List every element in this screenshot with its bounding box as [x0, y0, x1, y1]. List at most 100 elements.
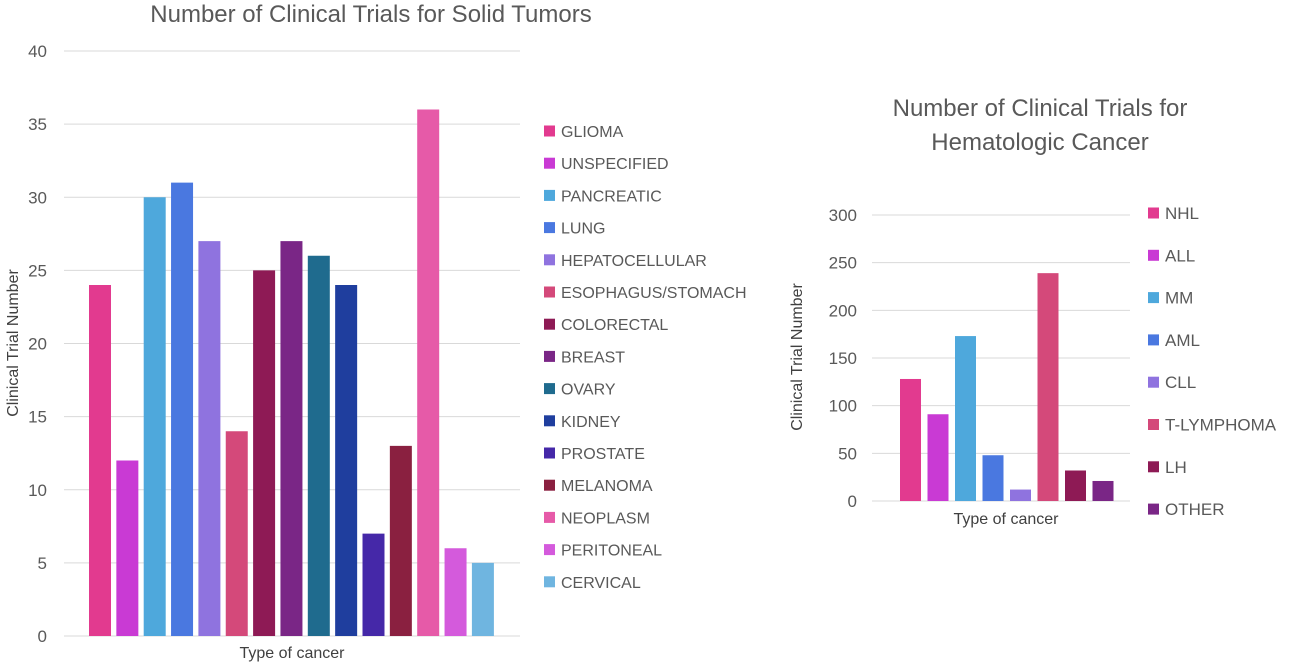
y-tick-label: 300: [829, 206, 857, 225]
bar-t-lymphoma: [1037, 273, 1059, 501]
bar-cervical: [471, 562, 494, 636]
solid-tumors-title: Number of Clinical Trials for Solid Tumo…: [150, 1, 591, 28]
legend-swatch-cll: [1148, 376, 1159, 388]
solid-tumors-x-axis-label: Type of cancer: [240, 645, 346, 662]
legend-swatch-colorectal: [544, 318, 555, 330]
hematologic-legend: NHL ALL MM AML CLL T-LYMPHOMA LH OTHER: [1148, 204, 1277, 519]
legend-swatch-lh: [1148, 461, 1159, 473]
legend-label-pancreatic: PANCREATIC: [561, 188, 662, 205]
bar-nhl: [900, 378, 921, 501]
y-tick-label: 100: [829, 397, 857, 416]
legend-label-peritoneal: PERITONEAL: [561, 543, 662, 560]
y-tick-label: 35: [28, 115, 47, 134]
bar-cll: [1010, 489, 1031, 501]
y-tick-label: 5: [38, 554, 47, 573]
bar-mm: [955, 336, 976, 501]
legend-label-colorectal: COLORECTAL: [561, 317, 668, 334]
bar-colorectal: [253, 270, 276, 636]
bar-aml: [982, 455, 1004, 501]
bar-glioma: [89, 285, 111, 636]
hematologic-y-ticks: 0 50 100 150 200 250 300: [829, 206, 857, 511]
legend-swatch-nhl: [1148, 207, 1159, 219]
legend-label-aml: AML: [1165, 331, 1200, 350]
legend-swatch-prostate: [544, 447, 555, 459]
y-tick-label: 250: [829, 254, 857, 273]
legend-swatch-hepatocellular: [544, 254, 555, 266]
y-tick-label: 20: [28, 335, 47, 354]
bar-esophagus-stomach: [225, 431, 248, 636]
legend-label-t-lymphoma: T-LYMPHOMA: [1165, 416, 1277, 435]
legend-label-cervical: CERVICAL: [561, 575, 641, 592]
y-tick-label: 50: [838, 444, 857, 463]
legend-swatch-mm: [1148, 292, 1159, 304]
legend-swatch-all: [1148, 249, 1159, 261]
legend-label-lh: LH: [1165, 458, 1187, 477]
y-tick-label: 0: [38, 627, 47, 646]
legend-label-cll: CLL: [1165, 373, 1196, 392]
solid-tumors-bars: [89, 109, 494, 636]
y-tick-label: 150: [829, 349, 857, 368]
legend-swatch-lung: [544, 222, 555, 234]
bar-all: [927, 414, 949, 501]
bar-lh: [1065, 470, 1086, 501]
solid-tumors-y-ticks: 0 5 10 15 20 25 30 35 40: [28, 42, 47, 646]
y-tick-label: 30: [28, 188, 47, 207]
bar-lung: [171, 182, 194, 636]
solid-tumors-legend: GLIOMA UNSPECIFIED PANCREATIC LUNG HEPATOCEL…: [544, 124, 747, 592]
legend-label-unspecified: UNSPECIFIED: [561, 156, 669, 173]
legend-label-lung: LUNG: [561, 221, 605, 238]
legend-label-mm: MM: [1165, 289, 1193, 308]
legend-label-esophagus-stomach: ESOPHAGUS/STOMACH: [561, 285, 747, 302]
legend-swatch-cervical: [544, 576, 555, 588]
legend-swatch-neoplasm: [544, 511, 555, 523]
legend-swatch-kidney: [544, 415, 555, 427]
legend-label-melanoma: MELANOMA: [561, 478, 653, 495]
legend-label-hepatocellular: HEPATOCELLULAR: [561, 253, 707, 270]
legend-swatch-peritoneal: [544, 544, 555, 556]
solid-tumors-chart: Number of Clinical Trials for Solid Tumo…: [5, 1, 747, 662]
legend-swatch-ovary: [544, 383, 555, 395]
legend-swatch-glioma: [544, 125, 555, 137]
y-tick-label: 0: [848, 492, 857, 511]
y-tick-label: 15: [28, 408, 47, 427]
legend-label-breast: BREAST: [561, 349, 625, 366]
legend-swatch-t-lymphoma: [1148, 419, 1159, 430]
y-tick-label: 10: [28, 481, 47, 500]
legend-label-all: ALL: [1165, 246, 1195, 265]
bar-neoplasm: [417, 109, 440, 636]
legend-swatch-melanoma: [544, 479, 555, 491]
y-tick-label: 200: [829, 301, 857, 320]
y-tick-label: 40: [28, 42, 47, 61]
bar-prostate: [362, 533, 385, 636]
legend-swatch-unspecified: [544, 157, 555, 169]
bar-peritoneal: [444, 548, 467, 636]
legend-label-ovary: OVARY: [561, 382, 616, 399]
hematologic-bars: [900, 273, 1114, 501]
hematologic-title: Number of Clinical Trials for Hematologic…: [893, 95, 1188, 156]
legend-label-prostate: PROSTATE: [561, 446, 645, 463]
bar-ovary: [307, 255, 330, 636]
legend-label-kidney: KIDNEY: [561, 414, 621, 431]
legend-swatch-esophagus-stomach: [544, 286, 555, 298]
bar-hepatocellular: [198, 241, 221, 636]
y-tick-label: 25: [28, 261, 47, 280]
bar-melanoma: [389, 445, 412, 636]
bar-pancreatic: [143, 197, 166, 636]
hematologic-chart: Number of Clinical Trials for Hematologic…: [789, 95, 1277, 528]
bar-other: [1092, 480, 1114, 501]
hematologic-y-axis-label: Clinical Trial Number: [789, 283, 806, 431]
legend-swatch-breast: [544, 350, 555, 362]
legend-label-other: OTHER: [1165, 500, 1225, 519]
legend-label-glioma: GLIOMA: [561, 124, 624, 141]
bar-unspecified: [116, 460, 139, 636]
legend-swatch-pancreatic: [544, 189, 555, 201]
hematologic-x-axis-label: Type of cancer: [954, 511, 1060, 528]
bar-breast: [280, 241, 303, 636]
legend-label-neoplasm: NEOPLASM: [561, 510, 650, 527]
legend-label-nhl: NHL: [1165, 204, 1199, 223]
bar-kidney: [335, 285, 358, 636]
legend-swatch-other: [1148, 503, 1159, 515]
solid-tumors-y-axis-label: Clinical Trial Number: [5, 269, 22, 417]
legend-swatch-aml: [1148, 334, 1159, 346]
